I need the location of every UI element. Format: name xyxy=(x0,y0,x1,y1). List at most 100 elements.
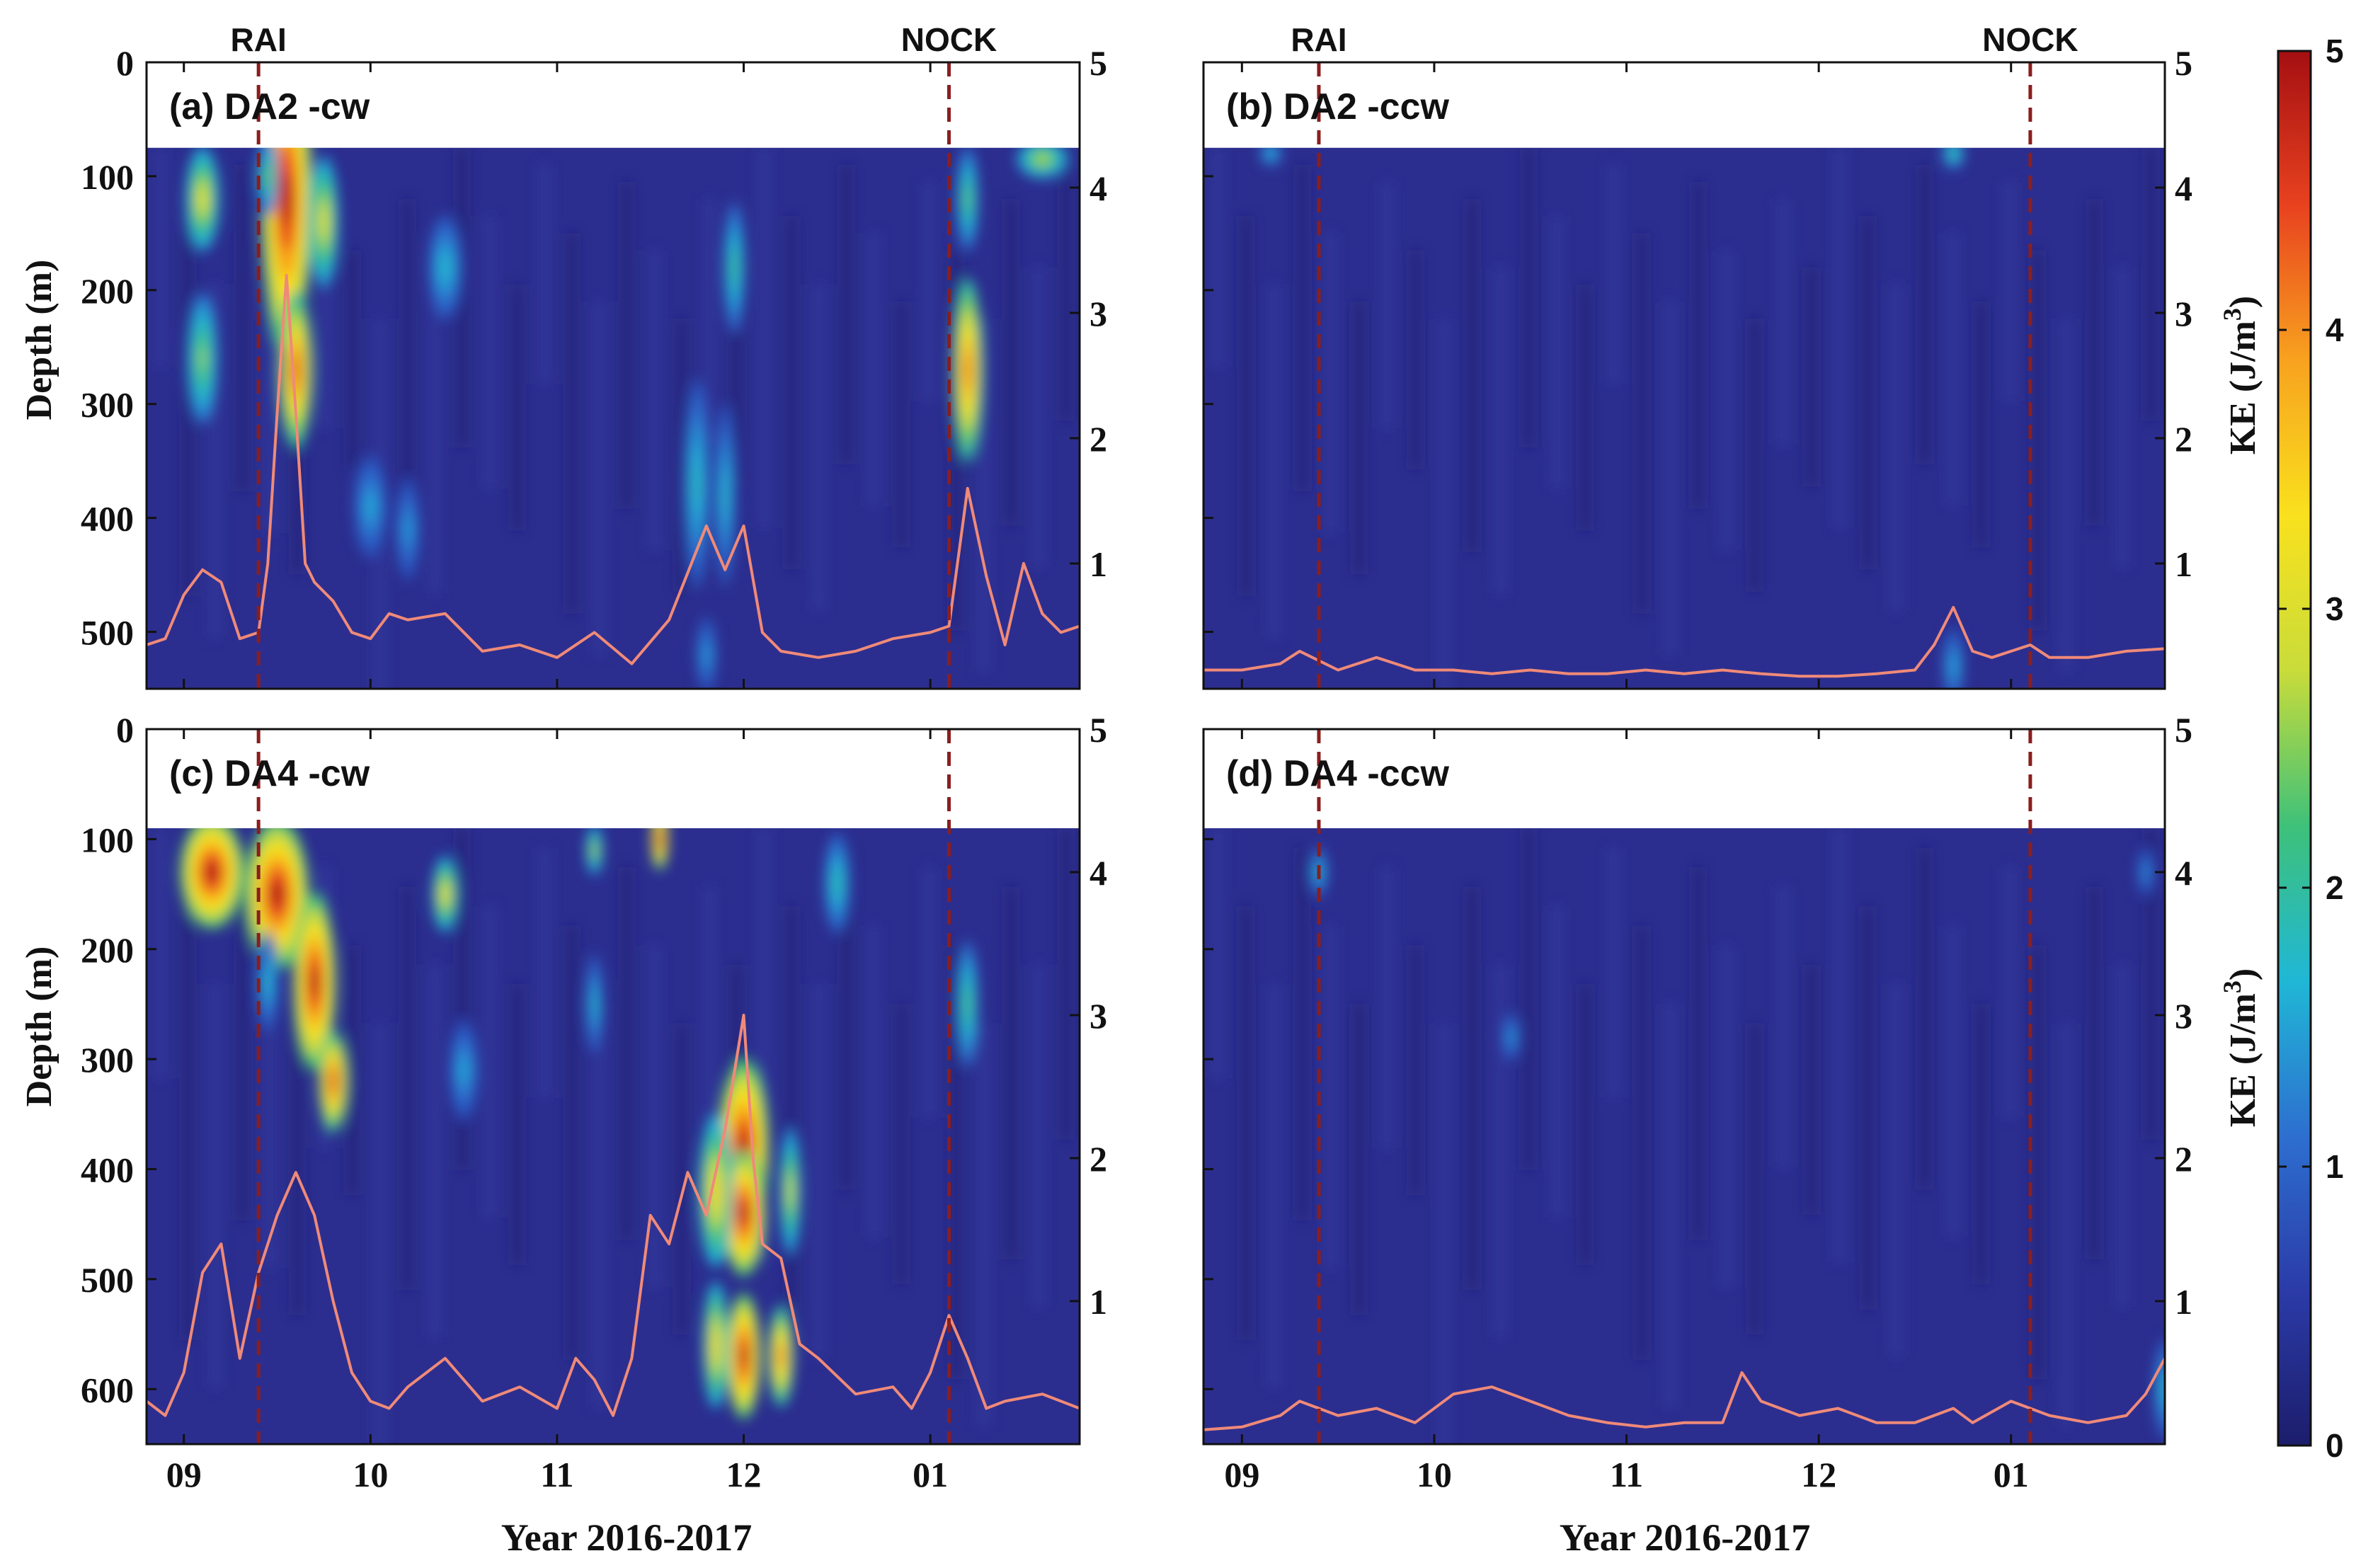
heatmap-streak xyxy=(869,233,879,506)
heatmap-blob xyxy=(723,479,727,511)
colorbar: 0 1 2 3 4 5 xyxy=(2277,33,2344,1464)
heatmap-streak xyxy=(183,906,193,1341)
ke-tick-label: 4 xyxy=(2175,168,2192,208)
heatmap-streak xyxy=(1439,319,1449,689)
heatmap-streak xyxy=(1240,906,1251,1341)
heatmap-streak xyxy=(978,1023,989,1427)
heatmap-streak xyxy=(1806,267,1817,487)
heatmap-streak xyxy=(2117,267,2128,568)
heatmap-streak xyxy=(704,199,714,445)
heatmap-streak xyxy=(676,1023,687,1335)
ke-tick-label: 1 xyxy=(1090,544,1107,584)
heatmap-streak xyxy=(1297,847,1308,1221)
heatmap-streak xyxy=(813,984,824,1357)
heatmap-blob xyxy=(966,190,970,208)
heatmap-streak xyxy=(237,847,248,1221)
heatmap-blob xyxy=(732,256,736,279)
colorbar-tick-label: 1 xyxy=(2326,1148,2344,1185)
ke-series-line xyxy=(147,273,1080,665)
heatmap-streak xyxy=(869,925,879,1237)
heatmap-blob xyxy=(788,1180,792,1202)
heatmap-blob xyxy=(658,833,661,845)
heatmap-streak xyxy=(1608,164,1619,384)
heatmap-streak xyxy=(1976,1003,1986,1285)
heatmap-blob xyxy=(704,648,709,661)
depth-tick-label: 100 xyxy=(81,157,134,197)
heatmap-streak xyxy=(622,866,632,1240)
time-tick-label: 11 xyxy=(1610,1455,1643,1494)
time-tick-label: 10 xyxy=(1417,1455,1452,1494)
event-label-nock: NOCK xyxy=(1982,21,2078,58)
heatmap-streak xyxy=(155,828,166,1079)
heatmap-streak xyxy=(2061,319,2071,673)
ylabel-right-top: KE (J/m3) xyxy=(2218,296,2263,455)
ke-tick-label: 2 xyxy=(1090,419,1107,459)
ke-series-line xyxy=(1203,606,2165,678)
no-data-region xyxy=(147,729,1080,828)
axes-frame xyxy=(1202,728,2166,1446)
heatmap-streak xyxy=(1778,199,1788,445)
heatmap-streak xyxy=(2117,964,2128,1307)
heatmap-streak xyxy=(1580,284,1591,531)
heatmap-streak xyxy=(237,164,248,492)
time-tick-label: 01 xyxy=(1994,1455,2029,1494)
heatmap-blob xyxy=(1038,156,1047,163)
depth-tick-label: 200 xyxy=(81,271,134,311)
heatmap xyxy=(147,729,1080,1444)
heatmap-streak xyxy=(402,886,413,1291)
heatmap-blob xyxy=(265,973,270,991)
heatmap-blob xyxy=(593,845,596,854)
heatmap-streak xyxy=(1060,828,1071,1140)
heatmap-streak xyxy=(155,147,166,367)
heatmap-streak xyxy=(1269,984,1279,1388)
heatmap-streak xyxy=(1863,216,1873,570)
panel-a: RAI NOCK (a) DA2 -cw 0 100 200 300 400 500 1 2 3 4 5 xyxy=(81,21,1107,690)
heatmap-streak xyxy=(1006,199,1017,526)
heatmap-streak xyxy=(1778,886,1788,1168)
heatmap-blob xyxy=(442,258,448,276)
heatmap-blob xyxy=(442,888,447,901)
depth-tick-label: 0 xyxy=(116,43,134,83)
heatmap-blob xyxy=(200,347,205,370)
heatmap-blob xyxy=(1269,151,1273,156)
depth-tick-label: 400 xyxy=(81,499,134,539)
heatmap-blob xyxy=(740,1345,747,1367)
heatmap-streak xyxy=(1637,925,1647,1360)
heatmap-blob xyxy=(206,862,217,882)
heatmap xyxy=(1203,62,2165,689)
ylabel-bottom: Depth (m) xyxy=(19,946,59,1107)
heatmap-streak xyxy=(1552,906,1562,1218)
heatmap-streak xyxy=(1006,886,1017,1260)
ylabel-top: Depth (m) xyxy=(19,260,59,420)
heatmap-streak xyxy=(1891,984,1902,1357)
event-label-rai: RAI xyxy=(1291,21,1346,58)
colorbar-tick-label: 4 xyxy=(2326,311,2344,348)
heatmap xyxy=(147,62,1080,689)
heatmap-streak xyxy=(951,945,961,1380)
heatmap-streak xyxy=(1467,199,1477,553)
heatmap-streak xyxy=(896,301,907,548)
heatmap-blob xyxy=(282,173,291,226)
heatmap-streak xyxy=(374,1023,385,1444)
ke-tick-label: 3 xyxy=(2175,294,2192,333)
heatmap-streak xyxy=(1212,828,1223,1079)
heatmap-streak xyxy=(1637,233,1647,614)
heatmap-streak xyxy=(786,216,796,570)
heatmap-blob xyxy=(367,498,374,515)
ke-tick-label: 1 xyxy=(2175,1282,2192,1322)
ke-series-line xyxy=(1203,1357,2165,1431)
panel-b: RAI NOCK (b) DA2 -ccw 1 2 3 4 5 xyxy=(1202,21,2192,690)
heatmap-streak xyxy=(1919,847,1930,1190)
ke-tick-label: 4 xyxy=(1090,168,1107,208)
heatmap-streak xyxy=(1948,233,1958,506)
heatmap-blob xyxy=(2144,868,2147,876)
heatmap-blob xyxy=(200,190,206,208)
time-tick-label: 09 xyxy=(166,1455,202,1494)
heatmap-streak xyxy=(1721,945,1732,1288)
event-label-nock: NOCK xyxy=(901,21,997,58)
ke-tick-label: 5 xyxy=(1090,43,1107,83)
heatmap-blob xyxy=(965,354,971,386)
event-label-rai: RAI xyxy=(231,21,287,58)
